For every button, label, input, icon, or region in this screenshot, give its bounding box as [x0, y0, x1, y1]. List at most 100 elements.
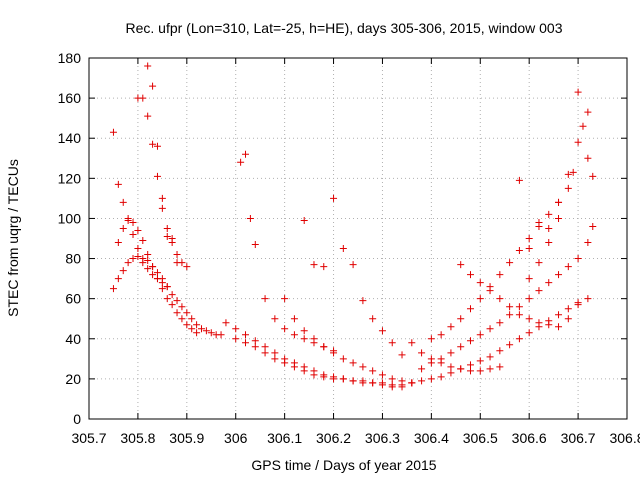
data-point: [427, 335, 435, 343]
data-point: [515, 311, 523, 319]
gridlines: [89, 58, 627, 419]
data-point: [153, 269, 161, 277]
data-point: [515, 303, 523, 311]
data-point: [163, 295, 171, 303]
data-point: [569, 168, 577, 176]
data-point: [466, 337, 474, 345]
data-point: [134, 226, 142, 234]
data-point: [149, 271, 157, 279]
data-point: [398, 377, 406, 385]
data-point: [178, 303, 186, 311]
data-point: [535, 218, 543, 226]
data-point: [109, 285, 117, 293]
data-point: [163, 232, 171, 240]
data-point: [300, 327, 308, 335]
data-point: [525, 295, 533, 303]
y-tick-label: 20: [65, 371, 81, 387]
data-point: [300, 335, 308, 343]
data-point: [564, 305, 572, 313]
data-point: [119, 198, 127, 206]
data-point: [183, 321, 191, 329]
data-point: [158, 285, 166, 293]
data-point: [207, 329, 215, 337]
data-point: [153, 275, 161, 283]
data-point: [300, 367, 308, 375]
data-point: [359, 297, 367, 305]
data-point: [320, 343, 328, 351]
data-point: [261, 343, 269, 351]
data-point: [466, 367, 474, 375]
data-point: [427, 355, 435, 363]
data-point: [158, 194, 166, 202]
series-arc-a: [109, 128, 171, 291]
data-point: [310, 335, 318, 343]
data-point: [447, 349, 455, 357]
y-tick-label: 80: [65, 251, 81, 267]
data-point: [427, 375, 435, 383]
data-point: [584, 108, 592, 116]
y-tick-labels: 0 20 40 60 80 100 120 140 160 180: [58, 50, 82, 427]
data-point: [496, 347, 504, 355]
data-point: [202, 327, 210, 335]
data-point: [242, 331, 250, 339]
data-point: [153, 172, 161, 180]
data-point: [447, 369, 455, 377]
data-point: [579, 122, 587, 130]
data-point: [506, 341, 514, 349]
data-point: [168, 235, 176, 242]
data-point: [535, 259, 543, 267]
x-tick-labels: 305.7 305.8 305.9 306 306.1 306.2 306.3 306.4 30…: [71, 430, 640, 446]
data-point: [119, 224, 127, 232]
x-tick-label: 305.8: [120, 430, 155, 446]
y-axis-label: STEC from uqrg / TECUs: [5, 159, 21, 317]
x-tick-label: 306.4: [414, 430, 449, 446]
series-arc-l: [418, 255, 582, 373]
data-point: [545, 279, 553, 287]
data-point: [496, 363, 504, 371]
x-tick-label: 305.7: [71, 430, 106, 446]
data-point: [476, 357, 484, 365]
series-arc-j: [281, 295, 416, 387]
data-point: [153, 142, 161, 150]
x-tick-label: 306.1: [267, 430, 302, 446]
data-point: [217, 331, 225, 339]
data-point: [535, 319, 543, 327]
series-arc-p: [457, 222, 597, 331]
x-tick-label: 306: [224, 430, 248, 446]
data-point: [349, 261, 357, 269]
data-point: [584, 154, 592, 162]
data-point: [330, 194, 338, 202]
data-point: [418, 365, 426, 373]
data-point: [246, 214, 254, 222]
data-point: [359, 363, 367, 371]
data-point: [555, 323, 563, 331]
data-point: [574, 138, 582, 146]
data-point: [339, 355, 347, 363]
data-point: [525, 329, 533, 337]
plot-area-frame: [88, 57, 628, 420]
data-point: [330, 349, 338, 357]
data-point: [418, 377, 426, 385]
data-point: [119, 267, 127, 275]
data-point: [555, 214, 563, 222]
data-point: [188, 325, 196, 333]
data-point: [320, 263, 328, 271]
y-tick-label: 180: [58, 50, 82, 66]
data-point: [144, 265, 152, 273]
data-point: [197, 325, 205, 333]
y-tick-label: 140: [58, 130, 82, 146]
data-point: [574, 88, 582, 96]
data-point: [320, 373, 328, 381]
data-point: [163, 283, 171, 291]
chart-title: Rec. ufpr (Lon=310, Lat=-25, h=HE), days…: [125, 20, 562, 36]
series-arc-m: [427, 198, 563, 343]
data-point: [134, 245, 142, 253]
data-point: [261, 295, 269, 303]
x-tick-label: 306.7: [561, 430, 596, 446]
data-point: [555, 271, 563, 279]
data-point: [281, 295, 289, 303]
data-point: [139, 237, 147, 245]
data-point: [242, 150, 250, 158]
data-point: [242, 339, 250, 347]
